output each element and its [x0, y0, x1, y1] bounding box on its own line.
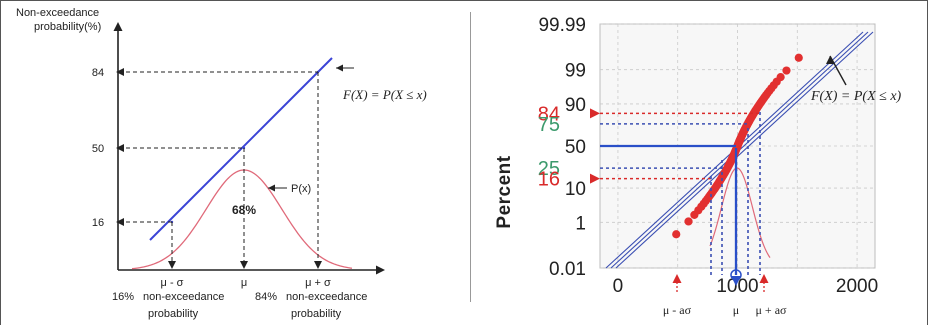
left-formula-pointer-arrow: [336, 64, 343, 72]
left-below-left-1: 16%: [112, 291, 134, 303]
left-pdf-pointer-arrow: [268, 184, 275, 192]
right-y-tick-label-5: 99: [565, 61, 586, 82]
right-mean-marker: [730, 269, 742, 281]
right-data-point-2: [684, 217, 693, 226]
left-area-label: 68%: [232, 203, 256, 217]
right-y-tick-label-2: 10: [565, 179, 586, 200]
right-formula: F(X) = P(X ≤ x): [810, 89, 902, 104]
left-y-tick-label-2: 84: [92, 67, 104, 79]
right-red-arrow-right-x: [759, 274, 769, 283]
right-red-arrow-84: [590, 108, 600, 119]
right-below-tick-2: μ + aσ: [756, 303, 788, 317]
left-x-tick-label-0: μ - σ: [161, 277, 184, 289]
left-pdf-label: P(x): [291, 183, 311, 195]
right-highlight-label-1: 75: [538, 114, 560, 136]
right-data-point-138: [776, 73, 785, 82]
left-cdf-line: [149, 57, 333, 241]
left-y-tick-label-0: 16: [92, 217, 104, 229]
right-highlight-label-3: 16: [538, 169, 560, 191]
left-below-left-2: non-exceedance: [143, 291, 224, 303]
right-formula-pointer-arrow: [826, 56, 834, 64]
left-y-tick-label-1: 50: [92, 143, 104, 155]
right-formula-pointer-line: [829, 55, 847, 86]
figure-divider: [470, 12, 471, 302]
right-x-tick-label-0: 0: [613, 276, 624, 297]
right-y-tick-label-1: 1: [575, 213, 586, 234]
right-x-tick-label-2: 2000: [836, 276, 878, 297]
left-y-tick-arrow-1: [116, 144, 124, 152]
right-x-tick-label-1: 1000: [716, 276, 758, 297]
left-x-axis-arrow: [376, 265, 385, 275]
right-highlight-label-0: 84: [538, 103, 560, 125]
left-x-tick-label-2: μ + σ: [305, 277, 331, 289]
left-below-left-3: probability: [148, 308, 199, 320]
right-below-tick-0: μ - aσ: [663, 303, 692, 317]
left-formula: F(X) = P(X ≤ x): [342, 87, 427, 102]
right-fit-line-3: [615, 31, 874, 269]
left-ylabel-line-2: probability(%): [34, 21, 101, 33]
left-pdf-curve: [131, 169, 353, 270]
left-ylabel-line-1: Non-exceedance: [16, 7, 99, 19]
left-y-tick-arrow-2: [116, 68, 124, 76]
left-guide-arrow-2: [314, 261, 322, 269]
right-y-tick-label-6: 99.99: [538, 15, 586, 36]
left-guide-arrow-0: [168, 261, 176, 269]
right-below-tick-1: μ: [733, 303, 739, 317]
left-y-axis-arrow: [113, 22, 123, 31]
left-guide-arrow-1: [240, 261, 248, 269]
left-y-tick-arrow-0: [116, 218, 124, 226]
left-x-tick-label-1: μ: [241, 277, 247, 289]
figure-border-left: [0, 0, 1, 325]
right-y-tick-label-4: 90: [565, 95, 586, 116]
left-chart: Non-exceedance probability(%) 16 50 84 μ - σ μ…: [16, 7, 427, 320]
left-below-right-3: probability: [291, 308, 342, 320]
right-red-arrow-left-x: [672, 274, 682, 283]
right-y-tick-label-0: 0.01: [549, 259, 586, 280]
right-ylabel: Percent: [494, 155, 515, 228]
left-below-right-1: 84%: [255, 291, 277, 303]
left-below-right-2: non-exceedance: [286, 291, 367, 303]
figure-border-top: [0, 0, 928, 1]
right-data-point-140: [794, 53, 803, 62]
right-data-point-1: [672, 230, 681, 239]
right-highlight-label-2: 25: [538, 158, 560, 180]
right-data-point-139: [782, 66, 791, 75]
right-y-tick-label-3: 50: [565, 137, 586, 158]
right-red-arrow-16: [590, 173, 600, 184]
